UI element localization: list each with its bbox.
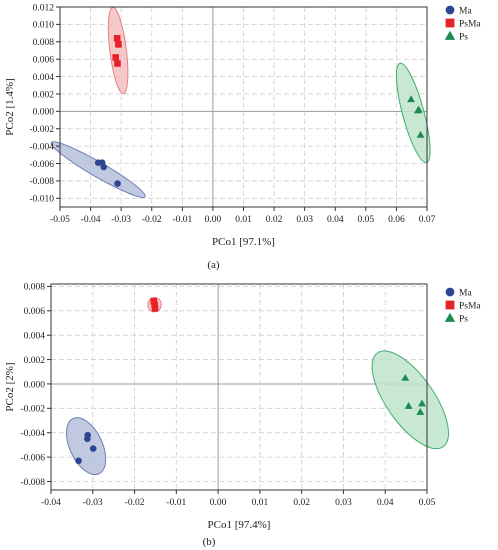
y-tick-label: -0.004 xyxy=(29,142,54,152)
y-tick-label: 0.004 xyxy=(33,73,55,83)
y-tick-label: -0.004 xyxy=(20,429,45,439)
y-tick-label: 0.006 xyxy=(33,55,55,65)
panel-label: (b) xyxy=(203,536,216,548)
y-tick-label: -0.008 xyxy=(29,177,54,187)
legend: Ma PsMa Ps xyxy=(444,287,481,325)
x-tick-label: 0.04 xyxy=(377,498,394,508)
x-tick-label: 0.01 xyxy=(252,498,269,508)
x-tick-label: -0.02 xyxy=(125,498,145,508)
confidence-ellipse-ps xyxy=(371,350,450,450)
x-tick-label: 0.06 xyxy=(388,215,405,225)
legend-label-ma: Ma xyxy=(459,289,472,299)
data-point-psma xyxy=(151,301,158,309)
data-point-ps xyxy=(418,399,426,407)
data-point-ps xyxy=(416,408,425,415)
legend-label-psma: PsMa xyxy=(459,302,481,312)
x-tick-label: 0.02 xyxy=(293,498,310,508)
y-tick-label: 0.004 xyxy=(24,331,46,341)
data-point-psma xyxy=(114,60,121,67)
x-tick-label: 0.02 xyxy=(266,215,283,225)
legend-marker-psma xyxy=(445,18,455,28)
data-point-psma xyxy=(150,297,158,305)
x-tick-label: 0.07 xyxy=(419,215,436,225)
x-tick-label: -0.02 xyxy=(142,215,162,225)
legend-marker-ps xyxy=(444,30,456,40)
data-point-ps xyxy=(413,106,422,114)
y-tick-label: -0.010 xyxy=(29,195,54,205)
y-tick-label: 0.008 xyxy=(33,38,55,48)
y-tick-label: 0.006 xyxy=(24,307,46,317)
y-axis-label: PCo2 [2%] xyxy=(4,362,16,411)
legend-label-ma: Ma xyxy=(459,7,472,17)
x-tick-label: -0.05 xyxy=(50,215,70,225)
y-tick-label: -0.008 xyxy=(20,478,45,488)
data-point-ps xyxy=(401,373,410,381)
data-point-psma xyxy=(115,41,122,48)
y-tick-label: -0.006 xyxy=(20,453,45,463)
y-tick-label: 0.010 xyxy=(33,21,55,31)
legend-marker-psma xyxy=(445,300,455,310)
x-tick-label: 0.01 xyxy=(235,215,252,225)
y-tick-label: -0.006 xyxy=(29,160,54,170)
plot-area xyxy=(51,284,427,490)
x-axis-label: PCo1 [97.1%] xyxy=(212,236,275,248)
x-tick-label: -0.04 xyxy=(81,215,101,225)
plot-frame xyxy=(50,283,428,491)
panel-label: (a) xyxy=(207,259,220,271)
x-tick-label: 0.03 xyxy=(335,498,352,508)
data-point-ma xyxy=(114,180,121,187)
data-point-ps xyxy=(407,95,415,103)
data-point-psma xyxy=(151,305,159,312)
y-axis-label: PCo2 [1.4%] xyxy=(4,78,16,135)
data-point-ps xyxy=(404,401,413,409)
y-tick-label: 0.000 xyxy=(33,108,55,118)
y-tick-label: 0.008 xyxy=(24,283,46,293)
legend-label-ps: Ps xyxy=(459,315,468,325)
x-tick-label: 0.04 xyxy=(327,215,344,225)
legend-label-psma: PsMa xyxy=(459,20,481,30)
data-point-psma xyxy=(112,54,119,61)
x-tick-label: -0.03 xyxy=(83,498,103,508)
legend-label-ps: Ps xyxy=(459,33,468,43)
y-tick-label: 0.002 xyxy=(24,356,46,366)
data-point-psma xyxy=(113,35,121,42)
x-tick-label: -0.03 xyxy=(111,215,131,225)
x-tick-label: 0.00 xyxy=(210,498,227,508)
y-tick-label: -0.002 xyxy=(20,405,45,415)
legend-marker-ma xyxy=(445,5,455,15)
x-tick-label: -0.04 xyxy=(41,498,61,508)
data-point-ma xyxy=(100,163,108,171)
data-point-ma xyxy=(75,457,82,465)
y-tick-label: 0.000 xyxy=(24,380,46,390)
x-tick-label: 0.03 xyxy=(296,215,313,225)
data-point-ma xyxy=(89,445,97,452)
y-tick-label: 0.012 xyxy=(33,3,55,13)
x-tick-label: 0.05 xyxy=(358,215,375,225)
x-tick-label: -0.01 xyxy=(172,215,192,225)
chart-panel-b: -0.04 -0.03 -0.02 -0.01 0.00 0.01 0.02 0.03 0.04… xyxy=(4,283,481,548)
legend-marker-ps xyxy=(444,312,456,322)
data-point-ma xyxy=(84,435,91,443)
legend-marker-ma xyxy=(445,287,455,297)
legend: Ma PsMa Ps xyxy=(444,5,481,43)
x-tick-label: -0.01 xyxy=(166,498,186,508)
chart-panel-a: -0.05 -0.04 -0.03 -0.02 -0.01 0.00 0.01 0.02 0.0… xyxy=(4,3,481,271)
x-tick-label: 0.05 xyxy=(419,498,436,508)
y-tick-label: 0.002 xyxy=(33,90,55,100)
x-tick-label: 0.00 xyxy=(205,215,222,225)
data-point-ps xyxy=(416,130,425,138)
x-axis-label: PCo1 [97.4%] xyxy=(208,519,271,531)
y-tick-label: -0.002 xyxy=(29,125,54,135)
